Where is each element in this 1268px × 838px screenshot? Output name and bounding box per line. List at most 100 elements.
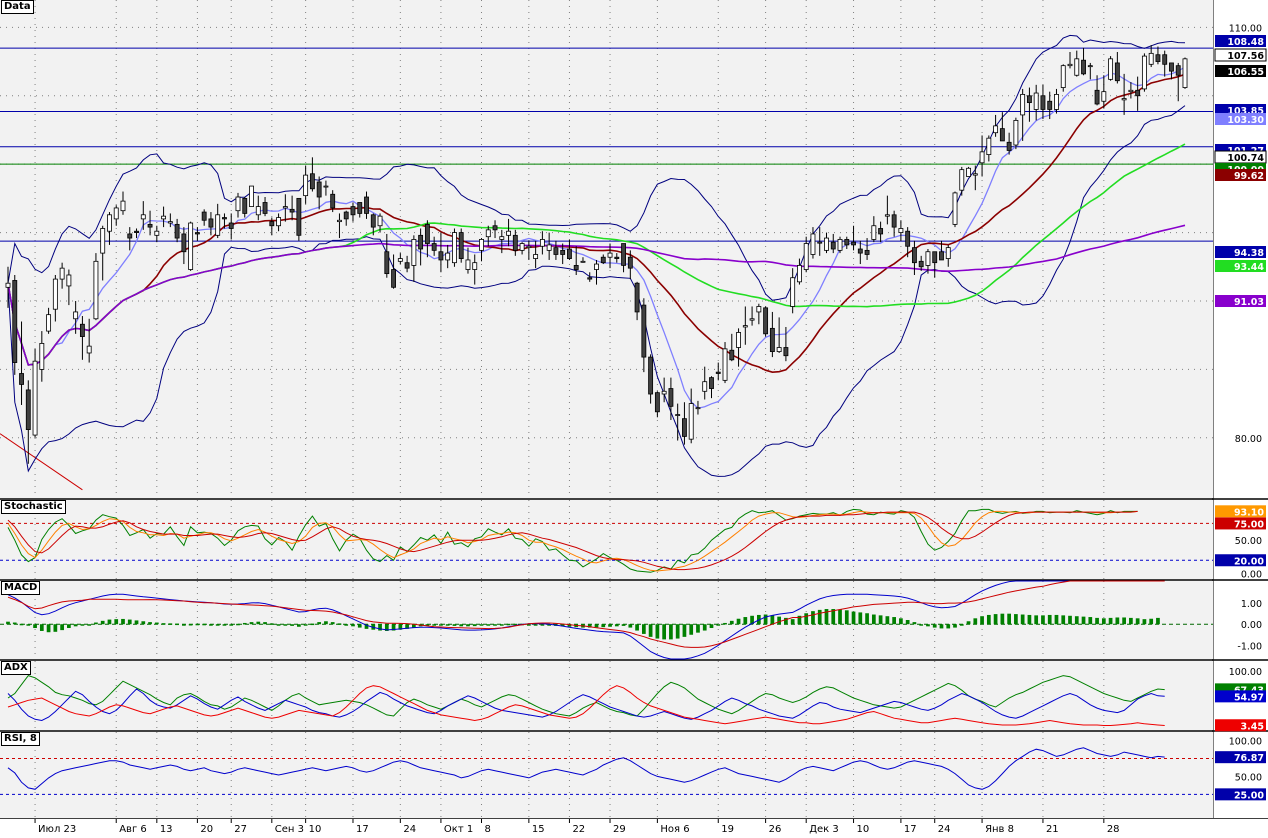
histogram-bar: [939, 624, 944, 629]
candle-body: [276, 217, 282, 227]
histogram-bar: [912, 622, 917, 625]
candle-body: [25, 389, 31, 430]
histogram-bar: [53, 624, 58, 632]
candle-body: [458, 232, 464, 259]
histogram-bar: [885, 616, 890, 625]
candle: [614, 253, 620, 263]
candle: [269, 217, 275, 236]
candle: [201, 209, 207, 226]
candle: [289, 195, 295, 221]
histogram-bar: [1115, 617, 1120, 625]
candle: [817, 227, 823, 256]
time-axis: Июл 23 Авг 6 13 20 27 Сен 3 10 17 24 Окт 1 8 15 22 29…: [0, 819, 1268, 835]
candle-body: [688, 403, 694, 440]
panel-background: [0, 661, 1213, 730]
candle-body: [1040, 95, 1046, 110]
histogram-bar: [1135, 618, 1140, 625]
y-tick-label: 80.00: [1235, 434, 1262, 445]
panel-title-price: Data: [1, 0, 34, 14]
candle-body: [228, 222, 234, 229]
histogram-bar: [608, 624, 612, 627]
candle: [418, 228, 424, 266]
candle: [546, 232, 552, 260]
histogram-bar: [980, 616, 984, 625]
histogram-bar: [946, 624, 951, 629]
candle-body: [1067, 63, 1073, 67]
candle: [1013, 117, 1019, 150]
axis-tag-price-bg: [1215, 260, 1266, 272]
candle: [512, 229, 518, 256]
candle: [465, 247, 471, 274]
candle: [316, 176, 322, 210]
candle: [66, 269, 72, 306]
histogram-bar: [1034, 615, 1039, 625]
candle: [1148, 45, 1154, 68]
histogram-bar: [1108, 617, 1113, 625]
histogram-bar: [506, 623, 511, 626]
x-tick-label: 20: [200, 824, 213, 834]
histogram-bar: [1000, 613, 1005, 625]
candle-body: [837, 239, 843, 251]
candle-body: [66, 274, 72, 287]
candle-body: [357, 202, 363, 214]
candle-body: [546, 244, 552, 251]
candle-body: [296, 197, 302, 236]
histogram-bar: [222, 624, 227, 626]
candle-body: [1121, 98, 1127, 101]
x-tick-label: 24: [403, 824, 416, 834]
x-tick-label: Ноя 6: [660, 824, 689, 834]
histogram-bar: [926, 624, 930, 627]
histogram-bar: [831, 609, 836, 625]
candle: [682, 402, 687, 445]
candle: [783, 326, 789, 362]
axis-tag-price: 91.03: [1215, 295, 1266, 308]
candle: [864, 238, 870, 260]
candle: [567, 239, 572, 260]
histogram-bar: [1014, 614, 1018, 625]
histogram-bar: [195, 623, 200, 626]
axis-tag-label: 76.87: [1234, 753, 1264, 764]
candle-body: [46, 314, 52, 332]
candle: [634, 281, 640, 321]
histogram-bar: [729, 620, 734, 625]
histogram-bar: [242, 622, 247, 625]
candle-body: [161, 215, 167, 220]
histogram-bar: [290, 624, 294, 626]
panel-background: [0, 732, 1213, 818]
candle: [844, 236, 850, 249]
candle: [262, 197, 268, 217]
candle: [736, 328, 741, 367]
candle-body: [269, 221, 275, 227]
axis-tag-price-label: 94.38: [1234, 248, 1264, 259]
axis-tag-label: 75.00: [1234, 519, 1264, 530]
candle-body: [134, 230, 139, 233]
candle: [79, 316, 85, 360]
histogram-bar: [1068, 615, 1072, 625]
candle: [1081, 47, 1086, 76]
candle-body: [803, 243, 809, 270]
candle-body: [1108, 58, 1114, 80]
candle-body: [790, 277, 796, 307]
histogram-bar: [486, 624, 491, 626]
histogram-bar: [87, 624, 92, 626]
candle-body: [377, 215, 383, 227]
candle: [810, 227, 816, 259]
candle-body: [107, 214, 112, 232]
candle: [1020, 88, 1026, 141]
histogram-bar: [344, 624, 349, 626]
axis-tag-bg: [1215, 517, 1266, 530]
histogram-bar: [12, 622, 17, 625]
histogram-bar: [567, 624, 572, 627]
histogram-bar: [276, 624, 281, 626]
histogram-bar: [1149, 618, 1154, 625]
candle-body: [993, 125, 999, 134]
histogram-bar: [865, 613, 869, 625]
candle-body: [648, 356, 654, 395]
candle-body: [594, 263, 599, 270]
candle: [404, 255, 410, 273]
histogram-bar: [547, 624, 552, 626]
histogram-bar: [770, 615, 775, 625]
axis-tag-bg: [1215, 788, 1266, 801]
candle-body: [12, 280, 18, 363]
